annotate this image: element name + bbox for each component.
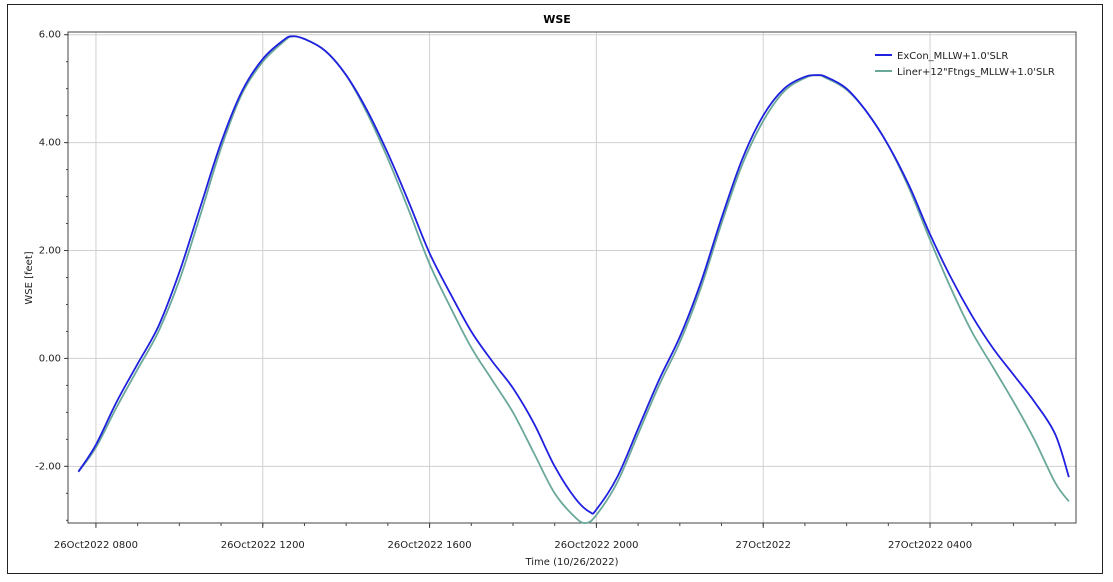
legend-label: Liner+12"Ftngs_MLLW+1.0'SLR <box>897 67 1055 78</box>
legend: ExCon_MLLW+1.0'SLR Liner+12"Ftngs_MLLW+1.… <box>875 51 1055 78</box>
y-tick-label: 4.00 <box>39 138 61 149</box>
x-axis-label: Time (10/26/2022) <box>524 557 618 568</box>
y-axis-label: WSE [feet] <box>24 251 35 304</box>
plot-area <box>67 31 1077 524</box>
legend-label: ExCon_MLLW+1.0'SLR <box>897 51 1008 62</box>
chart-frame <box>7 4 1103 574</box>
x-axis: 26Oct2022 0800 26Oct2022 1200 26Oct2022 16… <box>54 523 1056 551</box>
y-tick-label: 6.00 <box>39 30 61 41</box>
y-axis: -2.00 0.00 2.00 4.00 6.00 <box>35 30 68 521</box>
x-tick-label: 26Oct2022 2000 <box>554 540 638 551</box>
x-tick-label: 26Oct2022 1600 <box>388 540 472 551</box>
x-tick-label: 26Oct2022 0800 <box>54 540 138 551</box>
x-tick-label: 27Oct2022 <box>735 540 790 551</box>
chart-title: WSE <box>543 13 571 26</box>
x-tick-label: 27Oct2022 0400 <box>888 540 972 551</box>
series-line-liner <box>77 35 1070 524</box>
series-group <box>77 35 1070 524</box>
y-tick-label: 2.00 <box>39 246 61 257</box>
y-tick-label: 0.00 <box>39 353 61 364</box>
grid-lines <box>68 32 1076 523</box>
y-tick-label: -2.00 <box>35 461 61 472</box>
series-line-excon <box>77 35 1070 515</box>
x-tick-label: 26Oct2022 1200 <box>221 540 305 551</box>
